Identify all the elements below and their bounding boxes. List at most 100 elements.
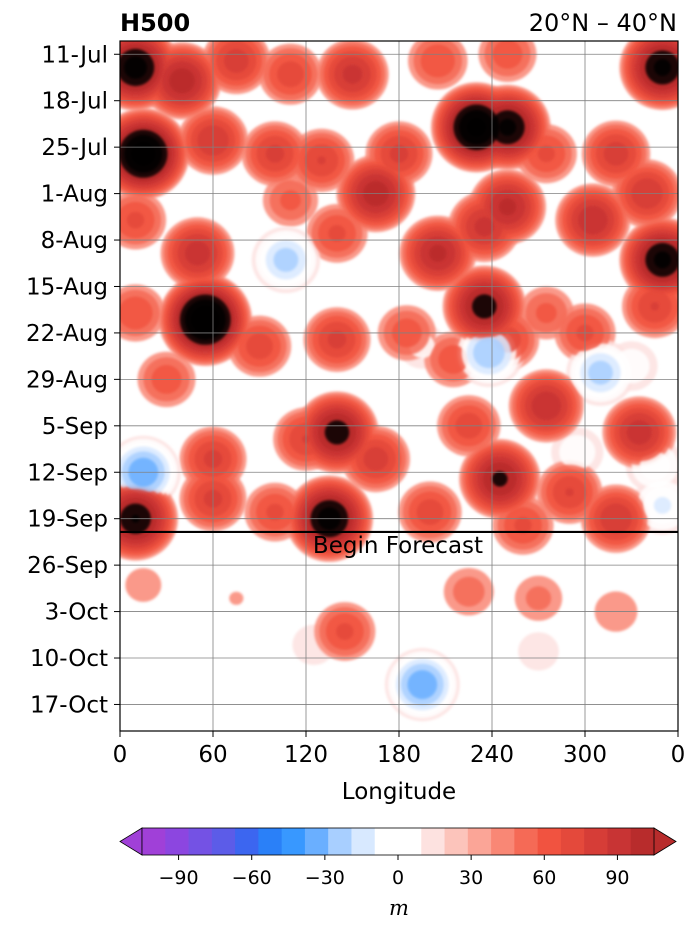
colorbar-tick-label: 90 bbox=[605, 867, 629, 889]
colorbar-tick-label: −90 bbox=[159, 867, 199, 889]
y-tick-label: 8-Aug bbox=[41, 228, 108, 254]
colorbar: −90 −60 −30 0 30 60 90 bbox=[119, 827, 677, 889]
anomaly-contour bbox=[169, 68, 195, 94]
anomaly-contour bbox=[126, 211, 145, 229]
anomaly-contour bbox=[336, 623, 354, 640]
y-tick-label: 25-Jul bbox=[41, 135, 108, 161]
anomaly-contour bbox=[537, 145, 555, 163]
anomaly-contour bbox=[407, 670, 438, 700]
colorbar-segment bbox=[607, 828, 632, 855]
anomaly-contour bbox=[223, 48, 249, 73]
y-tick-label: 22-Aug bbox=[26, 321, 108, 347]
colorbar-units: m bbox=[389, 896, 409, 920]
y-tick-label: 12-Sep bbox=[27, 460, 108, 486]
anomaly-contour bbox=[565, 488, 574, 497]
colorbar-segment bbox=[514, 828, 539, 855]
anomaly-contour bbox=[191, 305, 220, 334]
anomaly-contour bbox=[120, 296, 153, 330]
anomaly-contour bbox=[498, 118, 517, 136]
y-axis-ticks: 11-Jul 18-Jul 25-Jul 1-Aug 8-Aug 15-Aug 22-Aug… bbox=[26, 42, 120, 718]
plot-area: Begin Forecast bbox=[119, 40, 679, 732]
colorbar-tick-label: 30 bbox=[459, 867, 483, 889]
anomaly-contour bbox=[328, 225, 346, 242]
anomaly-contour bbox=[492, 471, 508, 487]
y-tick-label: 18-Jul bbox=[41, 89, 108, 115]
colorbar-segment bbox=[211, 828, 236, 855]
anomaly-contour bbox=[265, 144, 285, 163]
chart-subtitle: 20°N – 40°N bbox=[529, 9, 677, 37]
colorbar-segment bbox=[351, 828, 376, 855]
anomaly-contour bbox=[559, 435, 596, 470]
x-tick-label: 0 bbox=[113, 742, 128, 768]
anomaly-contour bbox=[531, 391, 562, 421]
y-tick-label: 1-Aug bbox=[41, 182, 108, 208]
colorbar-segment bbox=[584, 828, 608, 855]
colorbar-tick-label: −60 bbox=[232, 867, 272, 889]
colorbar-segment bbox=[560, 828, 585, 855]
colorbar-segment bbox=[398, 828, 422, 855]
y-tick-label: 5-Sep bbox=[42, 414, 108, 440]
colorbar-segment bbox=[467, 828, 492, 855]
anomaly-contour bbox=[472, 294, 497, 319]
anomaly-contour bbox=[588, 360, 613, 385]
x-tick-label: 300 bbox=[563, 742, 607, 768]
colorbar-segment bbox=[281, 828, 306, 855]
anomaly-contour bbox=[438, 345, 469, 374]
anomaly-contour bbox=[229, 591, 244, 605]
y-tick-label: 26-Sep bbox=[27, 553, 108, 579]
anomaly-contour bbox=[317, 156, 326, 165]
anomaly-contour bbox=[429, 244, 447, 262]
colorbar-segment bbox=[165, 828, 189, 855]
anomaly-contour bbox=[650, 302, 659, 311]
anomaly-contour bbox=[473, 337, 505, 369]
chart-title: H500 bbox=[120, 9, 190, 37]
anomaly-contour bbox=[535, 303, 557, 323]
anomaly-contour bbox=[277, 61, 304, 88]
anomaly-contour bbox=[467, 118, 486, 137]
anomaly-contour bbox=[280, 190, 301, 211]
anomaly-contour bbox=[363, 447, 389, 471]
anomaly-contour bbox=[324, 420, 350, 445]
anomaly-contour bbox=[416, 499, 444, 526]
y-tick-label: 29-Aug bbox=[26, 367, 108, 393]
y-tick-label: 15-Aug bbox=[26, 274, 108, 300]
x-tick-label: 60 bbox=[198, 742, 227, 768]
anomaly-contour bbox=[474, 217, 495, 237]
anomaly-contour bbox=[266, 503, 284, 521]
colorbar-segment bbox=[421, 828, 445, 855]
colorbar-segment bbox=[444, 828, 469, 855]
anomaly-contour bbox=[246, 333, 273, 360]
anomaly-contour bbox=[131, 141, 156, 166]
colorbar-segment bbox=[142, 828, 166, 855]
y-tick-label: 17-Oct bbox=[30, 692, 108, 718]
anomaly-contour bbox=[525, 586, 552, 611]
anomaly-contour bbox=[273, 247, 299, 272]
anomaly-contour bbox=[603, 141, 629, 166]
anomaly-contour bbox=[125, 568, 162, 602]
anomaly-contour bbox=[124, 56, 147, 79]
anomaly-contour bbox=[653, 497, 672, 514]
colorbar-tick-label: 60 bbox=[532, 867, 556, 889]
colorbar-segment bbox=[630, 828, 655, 855]
y-tick-label: 11-Jul bbox=[41, 42, 108, 68]
anomaly-contour bbox=[653, 59, 672, 76]
anomaly-contour bbox=[514, 516, 532, 534]
colorbar-segment bbox=[491, 828, 515, 855]
x-axis-title: Longitude bbox=[342, 779, 456, 805]
forecast-marker: Begin Forecast bbox=[120, 530, 678, 559]
x-tick-label: 180 bbox=[377, 742, 421, 768]
colorbar-segment bbox=[235, 828, 259, 855]
colorbar-segment bbox=[537, 828, 562, 855]
colorbar-segment bbox=[374, 828, 399, 855]
y-tick-label: 3-Oct bbox=[45, 600, 108, 626]
x-tick-label: 0 bbox=[671, 742, 686, 768]
anomaly-contour bbox=[498, 198, 517, 216]
anomaly-contour bbox=[420, 44, 455, 78]
grid-lines bbox=[119, 41, 679, 731]
x-tick-label: 240 bbox=[470, 742, 514, 768]
colorbar-tick-label: −30 bbox=[305, 867, 345, 889]
anomaly-contour bbox=[518, 632, 559, 671]
colorbar-tick-label: 0 bbox=[392, 867, 404, 889]
anomaly-contour bbox=[453, 576, 485, 607]
y-tick-label: 19-Sep bbox=[27, 507, 108, 533]
